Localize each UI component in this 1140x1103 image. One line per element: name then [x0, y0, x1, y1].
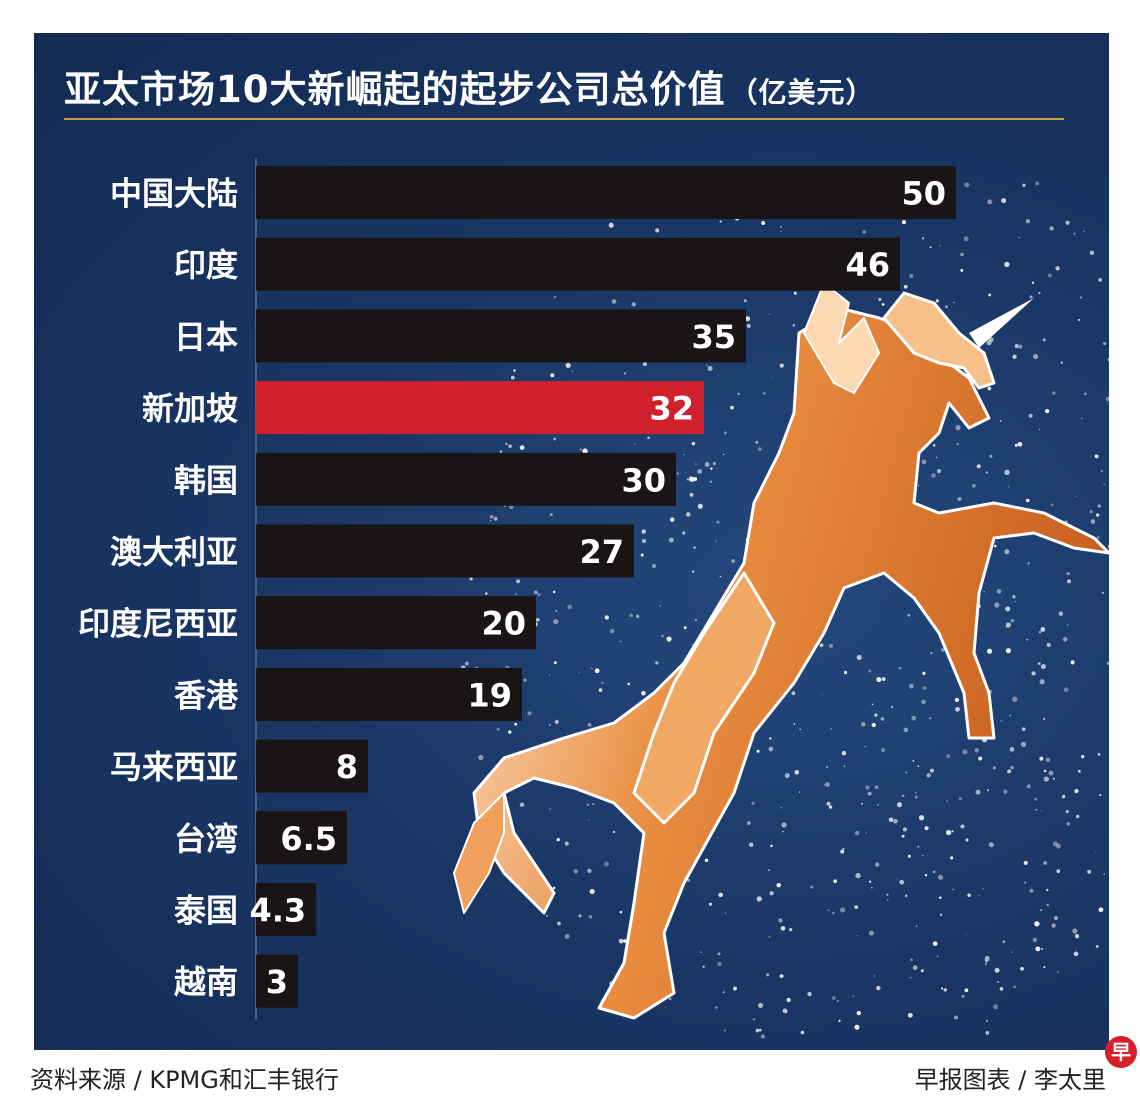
- bar-3: [256, 381, 704, 435]
- chart-panel: 亚太市场10大新崛起的起步公司总价值 （亿美元） 中国大陆 50 印度 46 日本 35 新加…: [34, 33, 1109, 1050]
- unicorn-icon: [453, 282, 1109, 1020]
- chart-title-text: 亚太市场10大新崛起的起步公司总价值: [64, 68, 726, 111]
- zaobao-logo: 早: [1105, 1036, 1137, 1068]
- bar-7: [256, 667, 522, 721]
- bar-10: [256, 883, 317, 936]
- category-label-9: 台湾: [174, 820, 238, 858]
- bar-2: [256, 309, 746, 363]
- value-label-9: 6.5: [280, 820, 337, 858]
- category-label-5: 澳大利亚: [110, 533, 238, 571]
- category-label-8: 马来西亚: [110, 748, 238, 786]
- category-label-3: 新加坡: [142, 390, 238, 428]
- credit-note: 早报图表 / 李太里: [914, 1066, 1106, 1094]
- category-label-1: 印度: [174, 246, 238, 284]
- value-label-2: 35: [691, 318, 736, 356]
- bar-4: [256, 452, 676, 506]
- title-rule: [64, 118, 1064, 120]
- category-label-4: 韩国: [174, 461, 238, 499]
- bar-5: [256, 524, 634, 578]
- value-label-1: 46: [845, 246, 890, 284]
- category-label-10: 泰国: [174, 892, 238, 930]
- category-label-0: 中国大陆: [110, 175, 238, 213]
- bar-0: [256, 166, 956, 219]
- bar-9: [256, 811, 347, 865]
- value-label-5: 27: [579, 533, 624, 571]
- bar-1: [256, 237, 900, 291]
- value-label-8: 8: [336, 748, 358, 786]
- value-label-7: 19: [467, 676, 512, 714]
- category-label-6: 印度尼西亚: [78, 605, 238, 643]
- bar-8: [256, 739, 368, 793]
- bar-11: [256, 954, 298, 1008]
- category-label-2: 日本: [174, 318, 238, 356]
- value-label-0: 50: [901, 175, 946, 213]
- value-label-4: 30: [621, 461, 666, 499]
- value-label-3: 32: [649, 390, 694, 428]
- source-note: 资料来源 / KPMG和汇丰银行: [30, 1066, 339, 1094]
- category-label-11: 越南: [174, 963, 238, 1001]
- chart-unit: （亿美元）: [729, 76, 875, 109]
- value-label-11: 3: [266, 963, 288, 1001]
- bar-chart: 中国大陆 50 印度 46 日本 35 新加坡 32 韩国 30 澳大利亚 27 印度尼西亚 20 香港 19…: [78, 158, 956, 1020]
- category-label-7: 香港: [174, 676, 239, 714]
- value-label-6: 20: [481, 605, 526, 643]
- bar-6: [256, 596, 536, 650]
- chart-title: 亚太市场10大新崛起的起步公司总价值 （亿美元）: [64, 59, 875, 113]
- value-label-10: 4.3: [250, 892, 307, 930]
